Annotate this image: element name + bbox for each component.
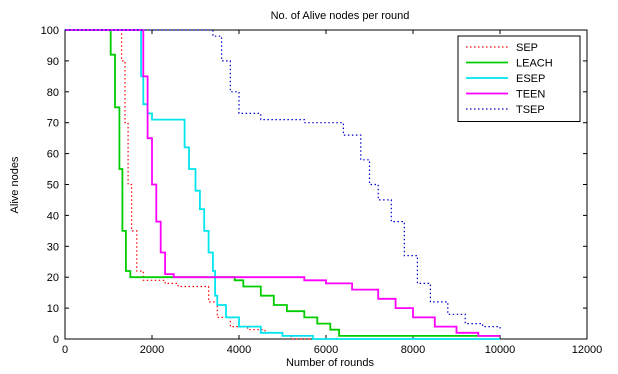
legend-label: ESEP [516, 73, 545, 85]
series-line-tsep [65, 29, 501, 330]
legend-label: TSEP [516, 104, 545, 116]
y-tick-label: 0 [53, 334, 59, 346]
y-tick-label: 30 [47, 241, 59, 253]
x-tick-label: 12000 [572, 344, 603, 356]
x-tick-label: 0 [62, 344, 68, 356]
y-tick-label: 40 [47, 210, 59, 222]
legend-label: SEP [516, 42, 538, 54]
y-tick-label: 10 [47, 303, 59, 315]
series-line-leach [65, 29, 500, 337]
y-tick-label: 60 [47, 149, 59, 161]
y-tick-label: 50 [47, 180, 59, 192]
y-tick-label: 20 [47, 272, 59, 284]
x-tick-label: 2000 [140, 344, 164, 356]
series-line-teen [65, 29, 500, 337]
x-tick-label: 4000 [227, 344, 251, 356]
x-tick-label: 6000 [314, 344, 338, 356]
x-axis-label: Number of rounds [286, 357, 375, 369]
chart-title: No. of Alive nodes per round [271, 10, 410, 22]
legend-label: TEEN [516, 89, 545, 101]
y-axis-label: Alive nodes [9, 156, 21, 213]
y-tick-label: 80 [47, 87, 59, 99]
y-tick-label: 100 [41, 25, 59, 37]
x-tick-label: 10000 [485, 344, 516, 356]
legend-label: LEACH [516, 58, 553, 70]
y-tick-label: 70 [47, 118, 59, 130]
series-line-esep [65, 29, 500, 340]
series-line-sep [65, 29, 500, 340]
plot-area: 0 2000 4000 6000 8000 10000 12000 0 10 20 30 40 50 60… [41, 25, 603, 356]
legend: SEP LEACH ESEP TEEN TSEP [457, 35, 581, 122]
y-tick-label: 90 [47, 56, 59, 68]
x-tick-label: 8000 [401, 344, 425, 356]
